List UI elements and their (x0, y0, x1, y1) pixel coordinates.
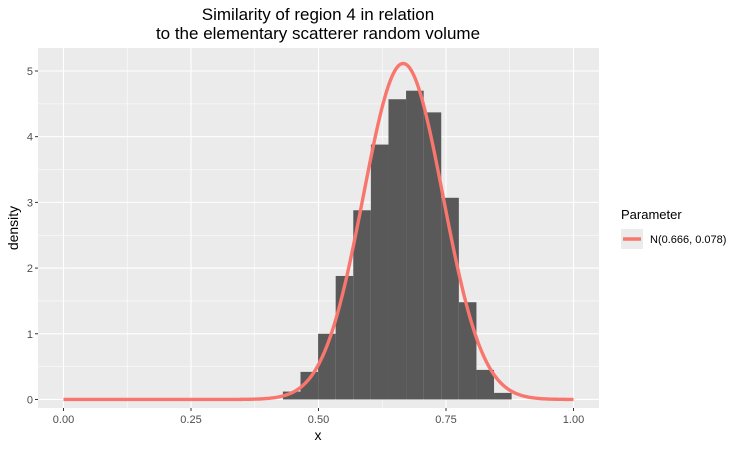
density-curve-layer (63, 61, 574, 402)
histogram-bar (318, 333, 336, 400)
histogram-bar (335, 275, 354, 400)
y-tick-label: 2 (27, 263, 33, 275)
x-tick-label: 0.25 (180, 414, 201, 426)
y-axis-title: density (5, 206, 21, 250)
y-axis-ticks: 0 1 2 3 4 5 (27, 66, 38, 406)
legend-title: Parameter (621, 207, 682, 222)
y-tick-label: 5 (27, 66, 33, 78)
y-tick-label: 0 (27, 394, 33, 406)
x-tick-label: 0.00 (53, 414, 74, 426)
density-curve (63, 61, 574, 402)
histogram-bar (406, 90, 424, 400)
chart-title-line-1: Similarity of region 4 in relation (202, 5, 434, 24)
x-tick-label: 0.75 (435, 414, 456, 426)
histogram-bar (388, 99, 407, 400)
x-axis-title: x (315, 427, 322, 443)
y-tick-label: 1 (27, 329, 33, 341)
x-tick-label: 0.50 (308, 414, 329, 426)
x-axis-ticks: 0.00 0.25 0.50 0.75 1.00 (53, 408, 584, 426)
legend: Parameter N(0.666, 0.078) (621, 207, 726, 249)
y-tick-label: 4 (27, 132, 33, 144)
x-tick-label: 1.00 (563, 414, 584, 426)
y-tick-label: 3 (27, 197, 33, 209)
histogram-bars (282, 90, 512, 400)
histogram-bar (370, 144, 389, 400)
histogram-bar (494, 392, 512, 400)
histogram-bar (476, 369, 495, 400)
histogram-bar (458, 302, 477, 400)
histogram-bar (423, 112, 442, 400)
histogram-bar (300, 371, 319, 400)
histogram-bar (353, 210, 371, 400)
histogram-bar (282, 391, 301, 400)
chart-title-line-2: to the elementary scatterer random volum… (156, 24, 480, 43)
legend-item-label: N(0.666, 0.078) (650, 234, 726, 246)
